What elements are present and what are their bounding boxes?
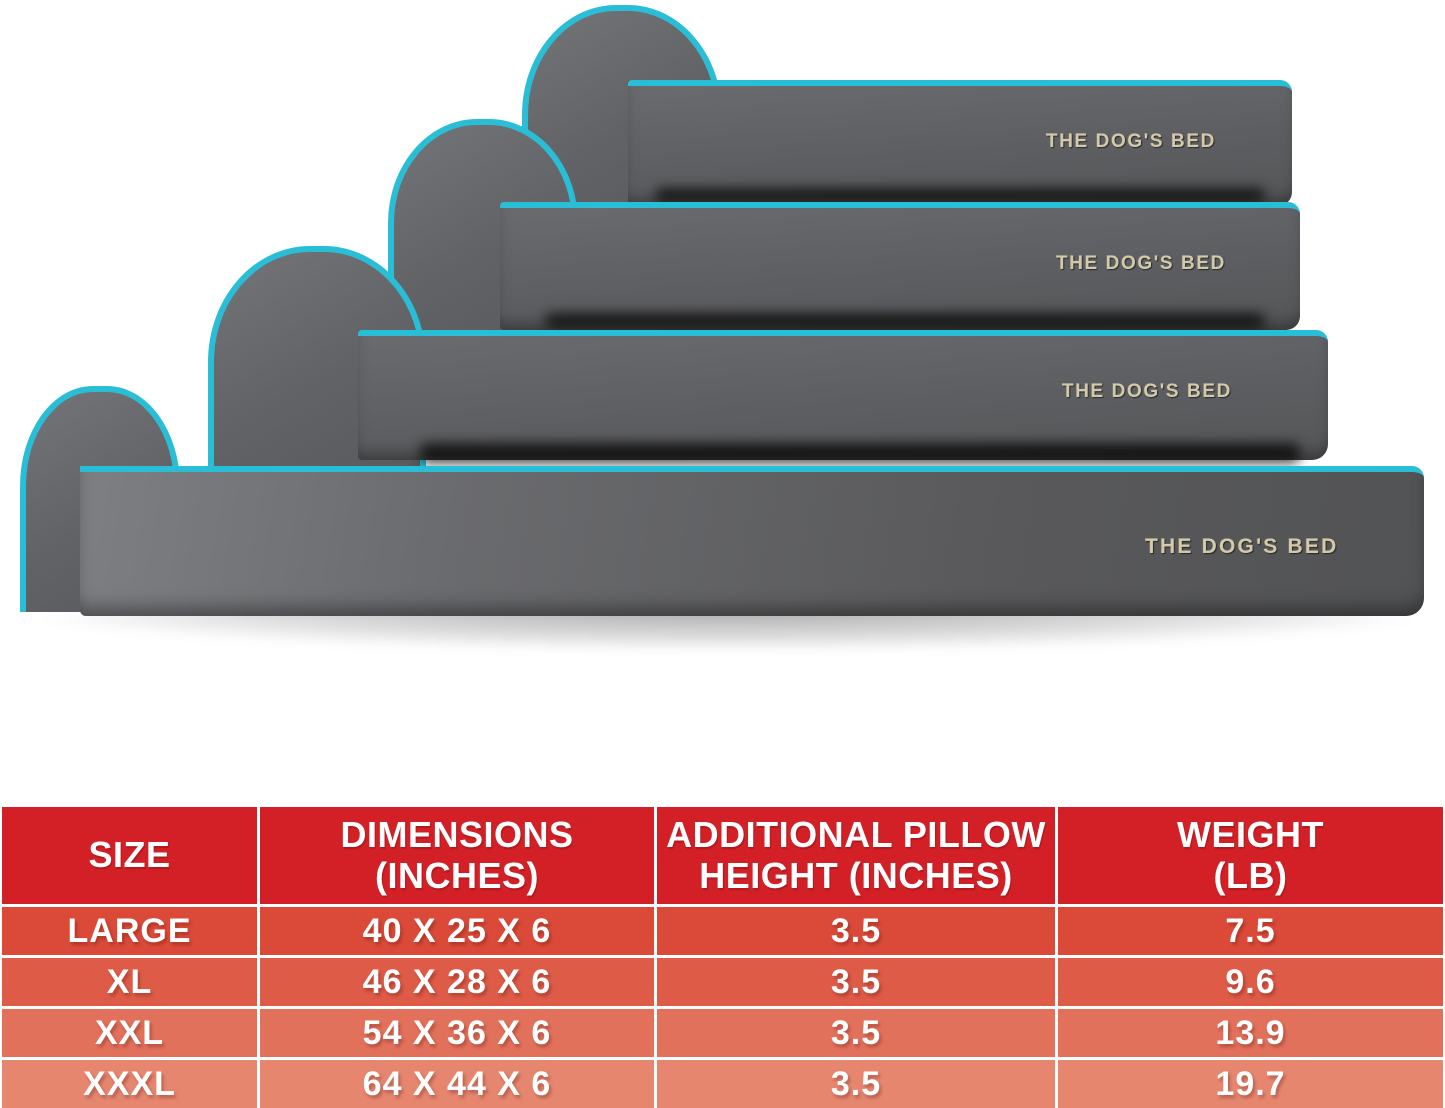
column-header-weight: WEIGHT (LB)	[1058, 807, 1443, 904]
size-chart-table: SIZE DIMENSIONS (INCHES) ADDITIONAL PILL…	[2, 807, 1443, 1108]
cell-xxl-pillow-height: 3.5	[657, 1009, 1055, 1057]
column-header-dimensions: DIMENSIONS (INCHES)	[260, 807, 654, 904]
bed-2-body	[500, 202, 1300, 330]
bed-4-brand-label: THE DOG'S BED	[1145, 535, 1339, 558]
bed-3-brand-label: THE DOG'S BED	[1062, 381, 1232, 402]
cell-large-weight: 7.5	[1058, 907, 1443, 955]
bed-3-body	[358, 330, 1328, 460]
product-photo: THE DOG'S BED THE DOG'S BED THE DOG'S BE…	[20, 5, 1425, 650]
bed-1-body	[628, 80, 1292, 206]
cell-xxxl-size: XXXL	[2, 1060, 257, 1108]
bed-4-body	[80, 466, 1424, 616]
cell-xl-dimensions: 46 X 28 X 6	[260, 958, 654, 1006]
cell-xl-pillow-height: 3.5	[657, 958, 1055, 1006]
cell-large-dimensions: 40 X 25 X 6	[260, 907, 654, 955]
cell-xxxl-pillow-height: 3.5	[657, 1060, 1055, 1108]
cell-xl-weight: 9.6	[1058, 958, 1443, 1006]
bed-2-drop-shadow	[545, 313, 1265, 329]
bed-3-drop-shadow	[420, 443, 1300, 463]
column-header-size: SIZE	[2, 807, 257, 904]
cell-xxl-size: XXL	[2, 1009, 257, 1057]
cell-xxl-weight: 13.9	[1058, 1009, 1443, 1057]
cell-xxxl-dimensions: 64 X 44 X 6	[260, 1060, 654, 1108]
bed-2-brand-label: THE DOG'S BED	[1056, 253, 1226, 274]
bed-1-brand-label: THE DOG'S BED	[1046, 131, 1216, 152]
cell-xxxl-weight: 19.7	[1058, 1060, 1443, 1108]
bed-1-drop-shadow	[655, 188, 1265, 203]
cell-large-pillow-height: 3.5	[657, 907, 1055, 955]
cell-xl-size: XL	[2, 958, 257, 1006]
cell-xxl-dimensions: 54 X 36 X 6	[260, 1009, 654, 1057]
cell-large-size: LARGE	[2, 907, 257, 955]
column-header-pillow-height: ADDITIONAL PILLOW HEIGHT (INCHES)	[657, 807, 1055, 904]
